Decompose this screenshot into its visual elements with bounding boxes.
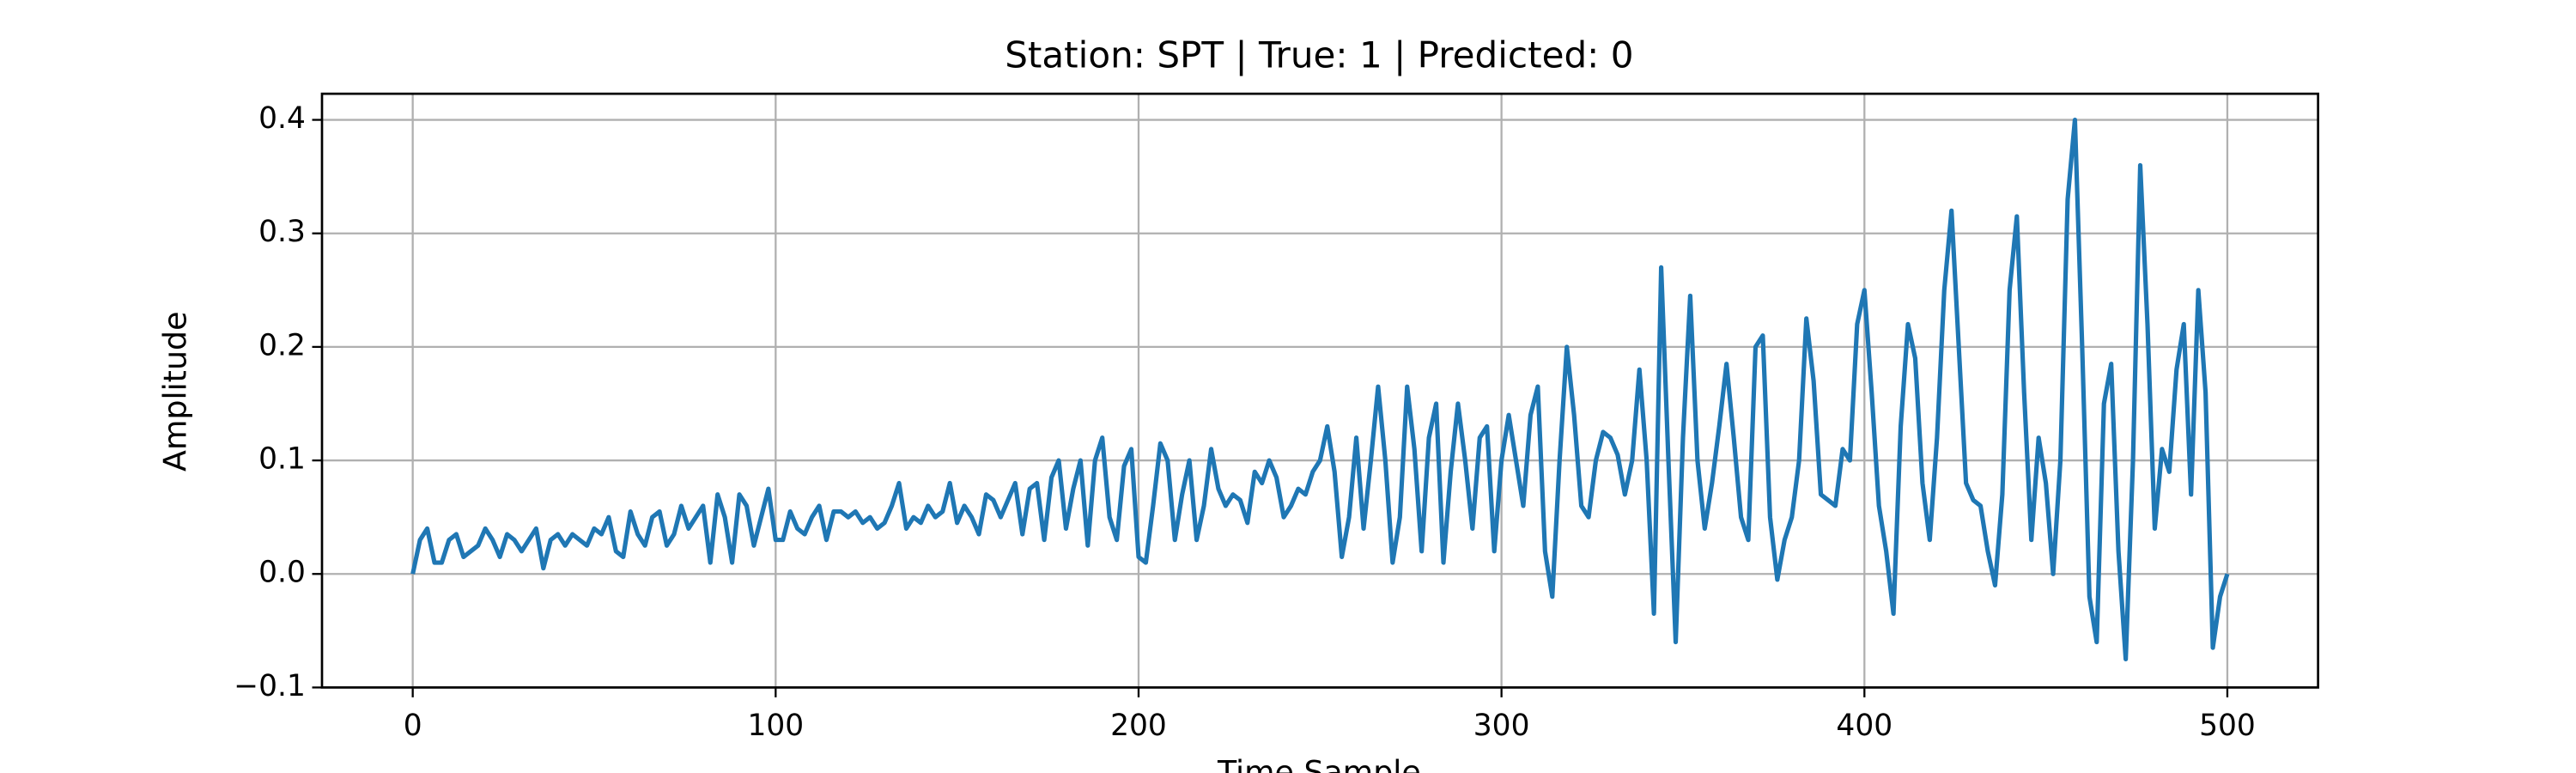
plot-frame: [320, 92, 2319, 689]
y-tick-label: 0.3: [258, 215, 306, 249]
y-tick-label: 0.0: [258, 556, 306, 590]
x-tick-label: 400: [1836, 709, 1893, 743]
x-tick-label: 500: [2199, 709, 2256, 743]
x-axis-label: Time Sample: [1217, 753, 1421, 773]
y-axis-label: Amplitude: [157, 312, 194, 472]
chart-title: Station: SPT | True: 1 | Predicted: 0: [1005, 34, 1633, 76]
x-tick-label: 200: [1110, 709, 1167, 743]
y-tick-label: 0.2: [258, 328, 306, 362]
y-tick-label: 0.1: [258, 442, 306, 477]
y-tick-label: 0.4: [258, 101, 306, 136]
x-tick-label: 300: [1473, 709, 1530, 743]
x-tick-label: 100: [747, 709, 804, 743]
y-tick-label: −0.1: [234, 669, 306, 703]
x-tick-label: 0: [404, 709, 422, 743]
data-line: [410, 117, 2230, 661]
